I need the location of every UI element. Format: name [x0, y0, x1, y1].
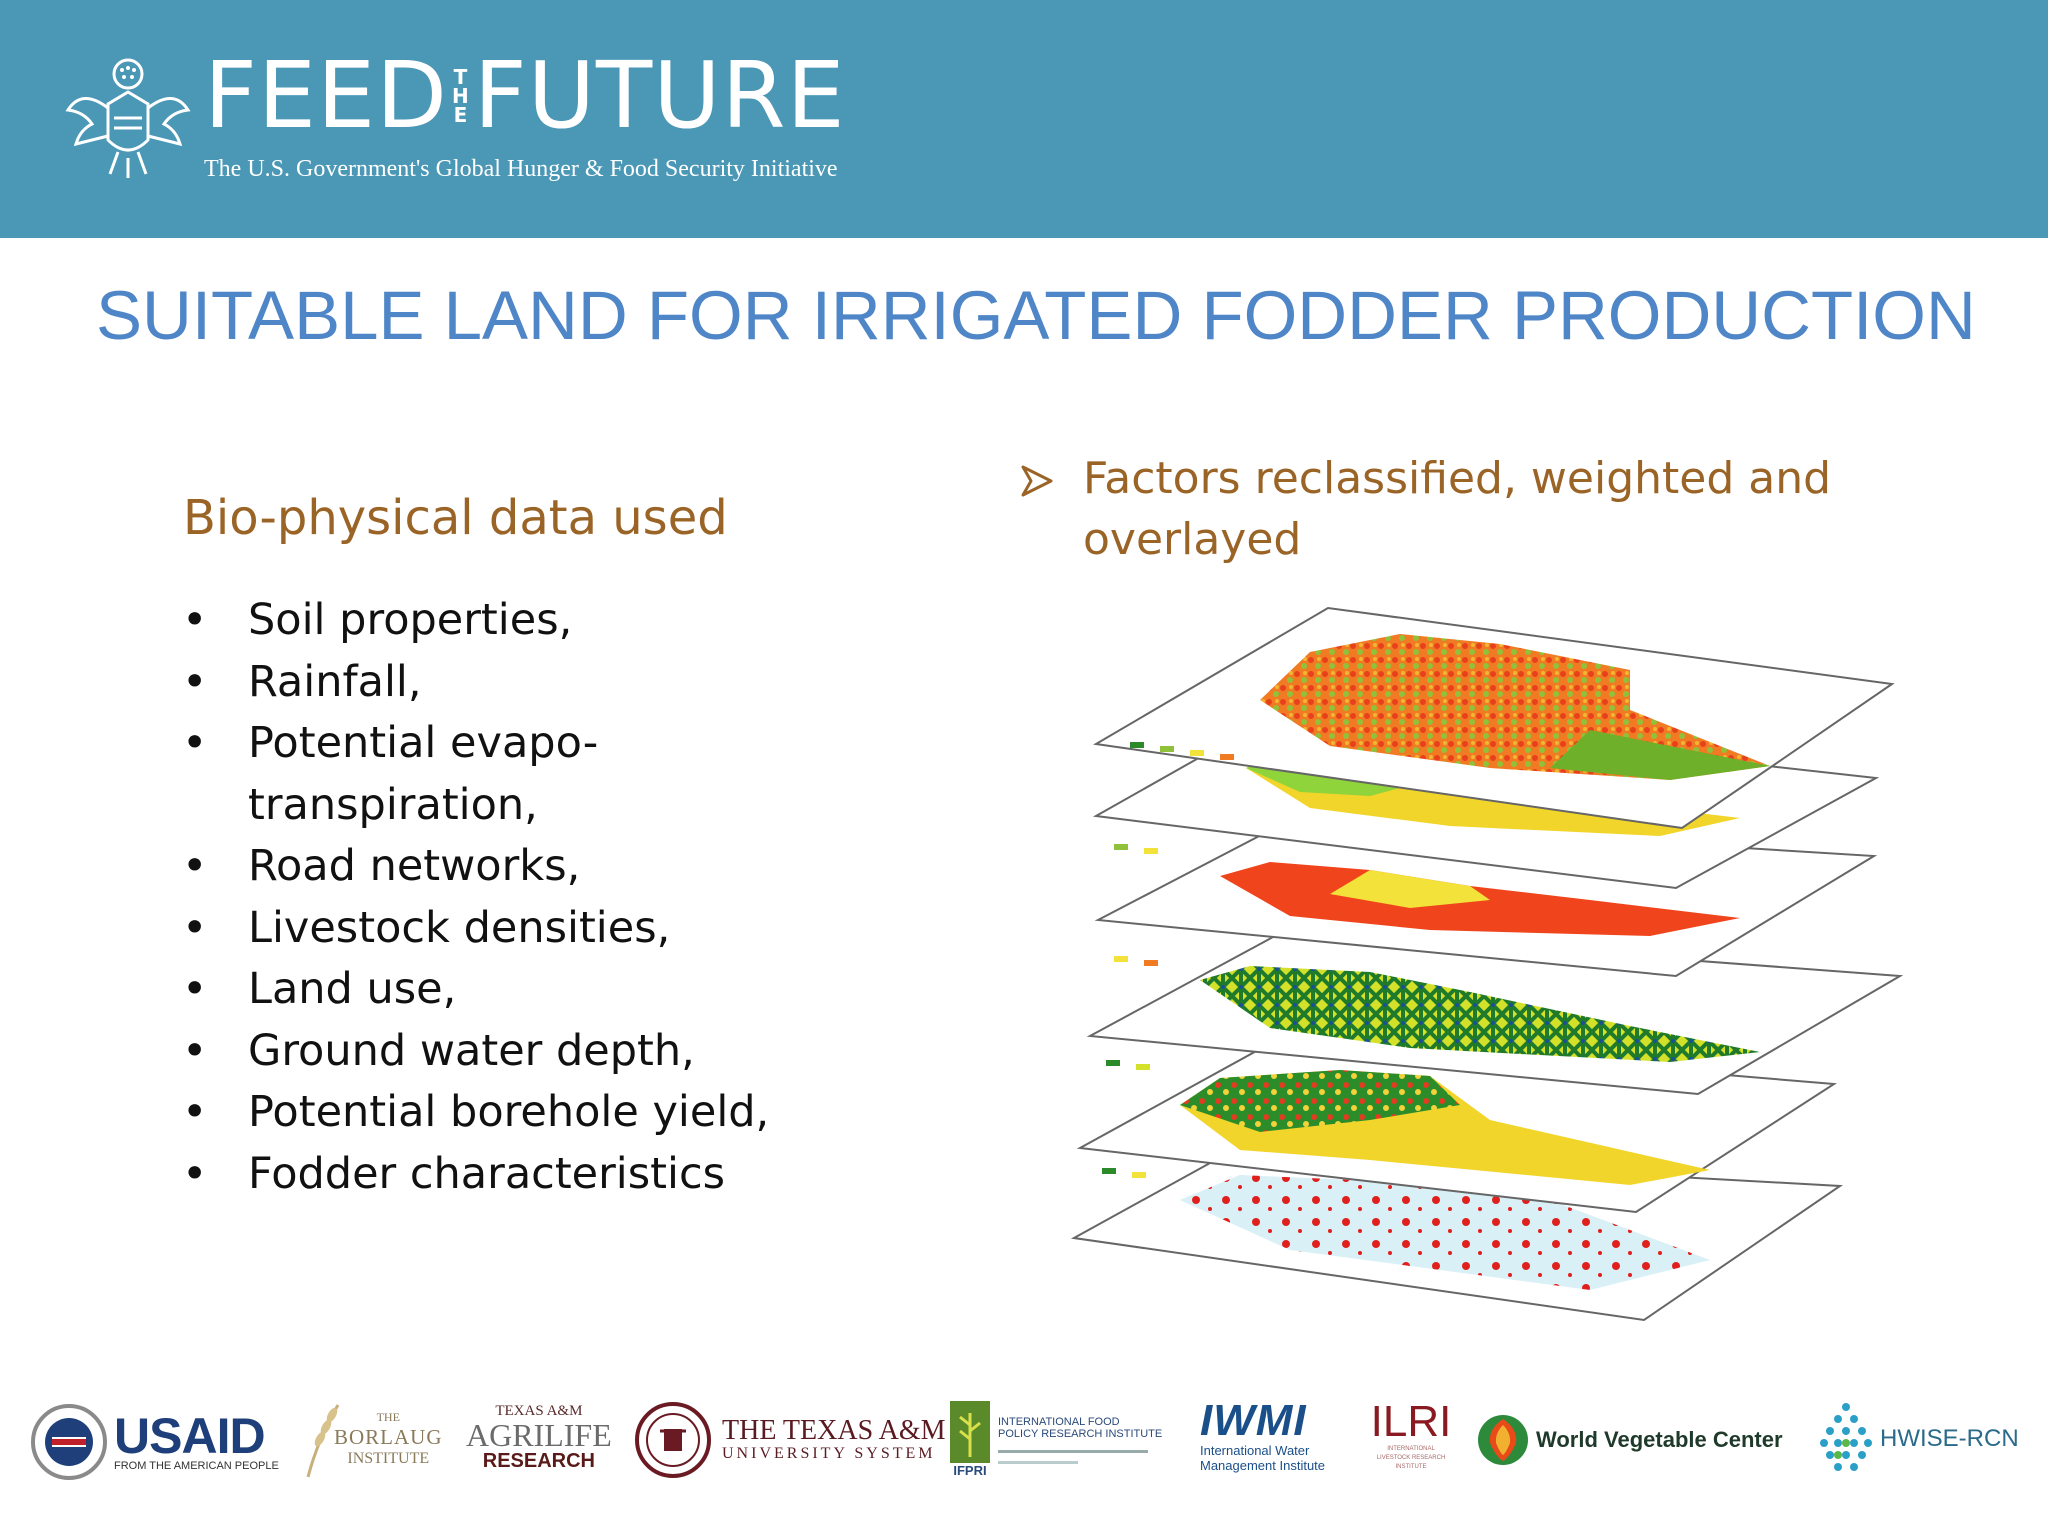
- brand-the: T H E: [452, 64, 470, 127]
- ifpri-plant-icon: [950, 1401, 990, 1463]
- vegetable-flower-icon: [1478, 1415, 1528, 1465]
- ifpri-logo: IFPRI INTERNATIONAL FOOD POLICY RESEARCH…: [950, 1401, 1162, 1478]
- list-item: • Ground water depth,: [182, 1025, 695, 1076]
- slide-title: SUITABLE LAND FOR IRRIGATED FODDER PRODU…: [96, 277, 1976, 354]
- texas-am-system-logo: THE TEXAS A&M UNIVERSITY SYSTEM: [634, 1401, 946, 1479]
- iwmi-logo: IWMI International Water Management Inst…: [1200, 1396, 1326, 1474]
- usaid-logo: USAID FROM THE AMERICAN PEOPLE: [30, 1403, 279, 1481]
- arrow-bullet-icon: [1021, 465, 1053, 497]
- usaid-wordmark: USAID: [114, 1408, 266, 1464]
- layer-stack-figure: [1070, 606, 1904, 1322]
- brand-future: FUTURE: [473, 42, 846, 149]
- layer-legend-swatches: [1102, 742, 1234, 1178]
- ifpri-fine-print: [998, 1449, 1148, 1453]
- borlaug-logo: THE BORLAUG INSTITUTE: [298, 1399, 443, 1479]
- usaid-seal-icon: [31, 1404, 107, 1480]
- data-list: • Soil properties, • Rainfall, • Potential …: [180, 590, 769, 1205]
- header-banner: FEED T H E FUTURE The U.S. Government's …: [0, 0, 2048, 238]
- world-vegetable-center-logo: World Vegetable Center: [1476, 1413, 1783, 1467]
- tamus-seal-icon: [635, 1402, 711, 1478]
- map-layer-slope: [1093, 606, 1895, 830]
- brand-feed: FEED: [204, 42, 449, 149]
- list-item: • Potential borehole yield,: [182, 1087, 770, 1137]
- agrilife-logo: TEXAS A&M AGRILIFE RESEARCH: [466, 1403, 612, 1472]
- brand-tagline: The U.S. Government's Global Hunger & Fo…: [204, 156, 838, 182]
- ilri-logo: ILRI INTERNATIONAL LIVESTOCK RESEARCH IN…: [1370, 1397, 1452, 1471]
- hwise-rcn-logo: HWISE-RCN: [1818, 1401, 2019, 1477]
- list-item: • Land use,: [182, 964, 457, 1014]
- list-item: • Road networks,: [182, 841, 581, 891]
- list-item: • Fodder characteristics: [182, 1148, 726, 1199]
- list-item: • Rainfall,: [182, 656, 422, 707]
- right-heading: Factors reclassified, weighted and overl…: [1020, 448, 1880, 570]
- list-item: • Soil properties,: [182, 595, 573, 645]
- usaid-subtitle: FROM THE AMERICAN PEOPLE: [114, 1460, 279, 1472]
- left-heading: Bio-physical data used: [183, 490, 728, 546]
- feed-the-future-logo: FEED T H E FUTURE The U.S. Government's …: [204, 48, 846, 183]
- list-item: • Livestock densities,: [182, 902, 671, 953]
- map-layer-road-proximity: [1086, 928, 1904, 1096]
- list-item: • Potential evapo-transpiration,: [182, 718, 599, 830]
- eagle-seal-icon: [65, 58, 191, 178]
- partner-logo-strip: USAID FROM THE AMERICAN PEOPLE THE BORLA…: [0, 1385, 2048, 1495]
- wheat-icon: [306, 1404, 340, 1478]
- water-drops-icon: [1820, 1403, 1872, 1471]
- ifpri-fine-print-2: [998, 1460, 1078, 1464]
